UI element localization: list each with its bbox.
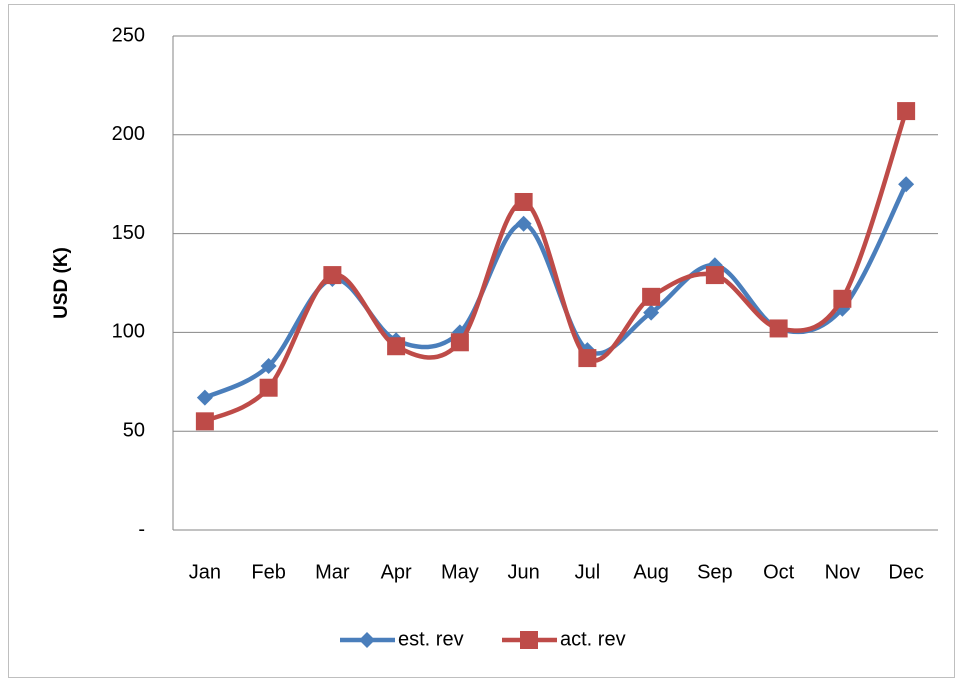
data-point [643,304,660,321]
data-point [515,215,532,232]
data-point [323,266,342,285]
data-point [705,266,724,285]
legend-marker [520,631,538,649]
data-point [833,289,852,308]
data-point [514,192,533,211]
data-point [260,357,277,374]
data-point [769,319,788,338]
x-tick-label: Mar [315,561,350,583]
data-point [195,412,214,431]
y-tick-label: 50 [123,419,145,441]
data-point [578,349,597,368]
x-tick-label: Feb [251,561,285,583]
x-tick-label: Apr [381,561,412,583]
x-tick-label: Nov [825,561,861,583]
legend-label: est. rev [398,628,464,650]
legend-marker [359,632,375,648]
y-tick-label: 100 [112,321,145,343]
x-tick-label: Aug [633,561,669,583]
y-axis-label: USD (K) [51,247,72,319]
data-point [259,378,278,397]
data-point [898,176,915,193]
x-tick-label: Jan [189,561,221,583]
data-point [897,102,916,121]
x-tick-label: Oct [763,561,795,583]
x-tick-label: May [441,561,479,583]
y-tick-label: 200 [112,123,145,145]
y-tick-label: 250 [112,24,145,46]
data-point [642,287,661,306]
x-tick-label: Jun [508,561,540,583]
x-tick-label: Jul [575,561,601,583]
data-point [450,333,469,352]
chart-frame [8,4,955,678]
data-point [196,389,213,406]
legend-label: act. rev [560,628,626,650]
x-tick-label: Dec [888,561,924,583]
data-point [387,337,406,356]
y-tick-label: 150 [112,222,145,244]
x-tick-label: Sep [697,561,733,583]
y-tick-label: - [138,518,145,540]
